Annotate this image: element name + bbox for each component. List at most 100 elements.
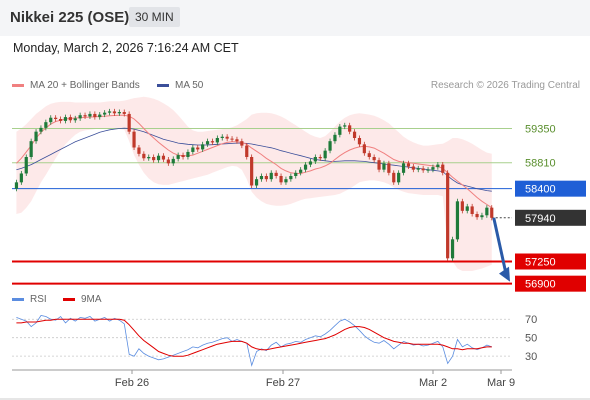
candle-body xyxy=(259,176,264,180)
candle-body xyxy=(225,136,229,139)
candle-body xyxy=(14,182,19,189)
candle-body xyxy=(49,117,53,123)
legend-ma50-label: MA 50 xyxy=(175,80,204,91)
rsi-swatch xyxy=(12,298,24,301)
candle-body xyxy=(274,172,278,176)
level-tag-57250 xyxy=(515,253,586,270)
candle-body xyxy=(210,141,215,143)
candle-body xyxy=(308,161,313,165)
level-label-56900: 56900 xyxy=(525,279,556,291)
bollinger-band xyxy=(16,96,492,271)
timeframe-selector[interactable]: 30 MIN xyxy=(129,7,180,27)
candle-body xyxy=(63,117,68,121)
candle-body xyxy=(387,163,391,173)
candle-body xyxy=(161,155,166,160)
legend-ma50: MA 50 xyxy=(157,80,203,91)
level-tag-57940 xyxy=(515,209,586,226)
x-tick-label: Mar 9 xyxy=(487,377,515,389)
candle-body xyxy=(367,153,371,157)
rsi-level-label-30: 30 xyxy=(525,351,537,363)
candle-body xyxy=(313,157,317,162)
candle-body xyxy=(196,147,200,150)
level-label-58400: 58400 xyxy=(525,184,556,196)
candle-body xyxy=(122,112,126,114)
candle-body xyxy=(107,111,112,113)
candle-body xyxy=(171,158,175,164)
rsi-level-label-50: 50 xyxy=(525,333,537,345)
candle-body xyxy=(152,157,156,161)
candle-body xyxy=(250,157,254,186)
level-label-57940: 57940 xyxy=(525,213,556,225)
candle-body xyxy=(284,179,288,183)
candle-body xyxy=(470,206,474,214)
candle-body xyxy=(240,141,244,146)
x-tick-label: Feb 27 xyxy=(266,377,300,389)
candle-body xyxy=(269,172,273,180)
candle-body xyxy=(68,117,72,121)
legend-rsi-ma-label: 9MA xyxy=(81,294,102,305)
candles xyxy=(14,108,494,261)
rsi-level-label-70: 70 xyxy=(525,314,537,326)
candle-body xyxy=(289,176,293,180)
legend-ma20: MA 20 + Bollinger Bands xyxy=(12,80,140,91)
candle-body xyxy=(39,127,43,132)
forecast-arrowhead xyxy=(499,266,510,282)
legend-rsi-ma: 9MA xyxy=(63,294,102,305)
candle-body xyxy=(372,157,376,161)
candle-body xyxy=(382,163,386,170)
candle-body xyxy=(323,150,327,159)
candle-body xyxy=(93,113,97,118)
candle-body xyxy=(299,169,303,173)
forecast-arrow xyxy=(492,217,508,274)
candle-body xyxy=(279,176,283,183)
candle-body xyxy=(230,138,234,140)
candle-body xyxy=(303,164,308,170)
candle-body xyxy=(343,125,347,127)
candle-body xyxy=(166,159,170,164)
candle-body xyxy=(490,207,494,218)
candle-body xyxy=(19,173,23,183)
candle-body xyxy=(397,172,401,183)
candle-body xyxy=(254,179,259,186)
candle-body xyxy=(416,168,420,170)
x-tick-label: Mar 2 xyxy=(419,377,447,389)
candle-body xyxy=(392,172,396,183)
candle-body xyxy=(83,115,87,117)
candle-body xyxy=(220,136,224,138)
candle-body xyxy=(446,172,450,259)
candle-body xyxy=(156,155,161,161)
candle-body xyxy=(147,157,151,159)
candle-body xyxy=(127,113,131,132)
rsi-line xyxy=(16,315,492,367)
timestamp: Monday, March 2, 2026 7:16:24 AM CET xyxy=(13,41,239,55)
candle-body xyxy=(205,141,210,145)
candle-body xyxy=(103,112,107,115)
level-label-57250: 57250 xyxy=(525,257,556,269)
rsi-ma-line xyxy=(16,318,492,357)
candle-body xyxy=(132,131,136,148)
candle-body xyxy=(112,111,117,114)
candle-body xyxy=(441,164,445,173)
candle-body xyxy=(455,201,460,240)
x-tick-label: Feb 26 xyxy=(115,377,149,389)
candle-body xyxy=(431,167,435,170)
legend-ma20-label: MA 20 + Bollinger Bands xyxy=(30,80,140,91)
candle-body xyxy=(58,119,63,121)
candle-body xyxy=(73,118,77,121)
candle-body xyxy=(215,138,219,143)
level-tag-58400 xyxy=(515,180,586,197)
candle-body xyxy=(352,131,357,138)
candle-body xyxy=(406,163,411,167)
candle-body xyxy=(485,207,489,216)
header-bar: Nikkei 225 (OSE) 30 MIN xyxy=(0,0,590,36)
candle-body xyxy=(362,144,366,154)
candle-body xyxy=(465,206,469,211)
ma20-swatch xyxy=(12,84,24,87)
legend-rsi-label: RSI xyxy=(30,294,47,305)
candle-body xyxy=(411,166,415,170)
candle-body xyxy=(401,163,406,173)
candle-body xyxy=(186,151,190,157)
candle-body xyxy=(338,126,342,135)
candle-body xyxy=(377,160,381,170)
